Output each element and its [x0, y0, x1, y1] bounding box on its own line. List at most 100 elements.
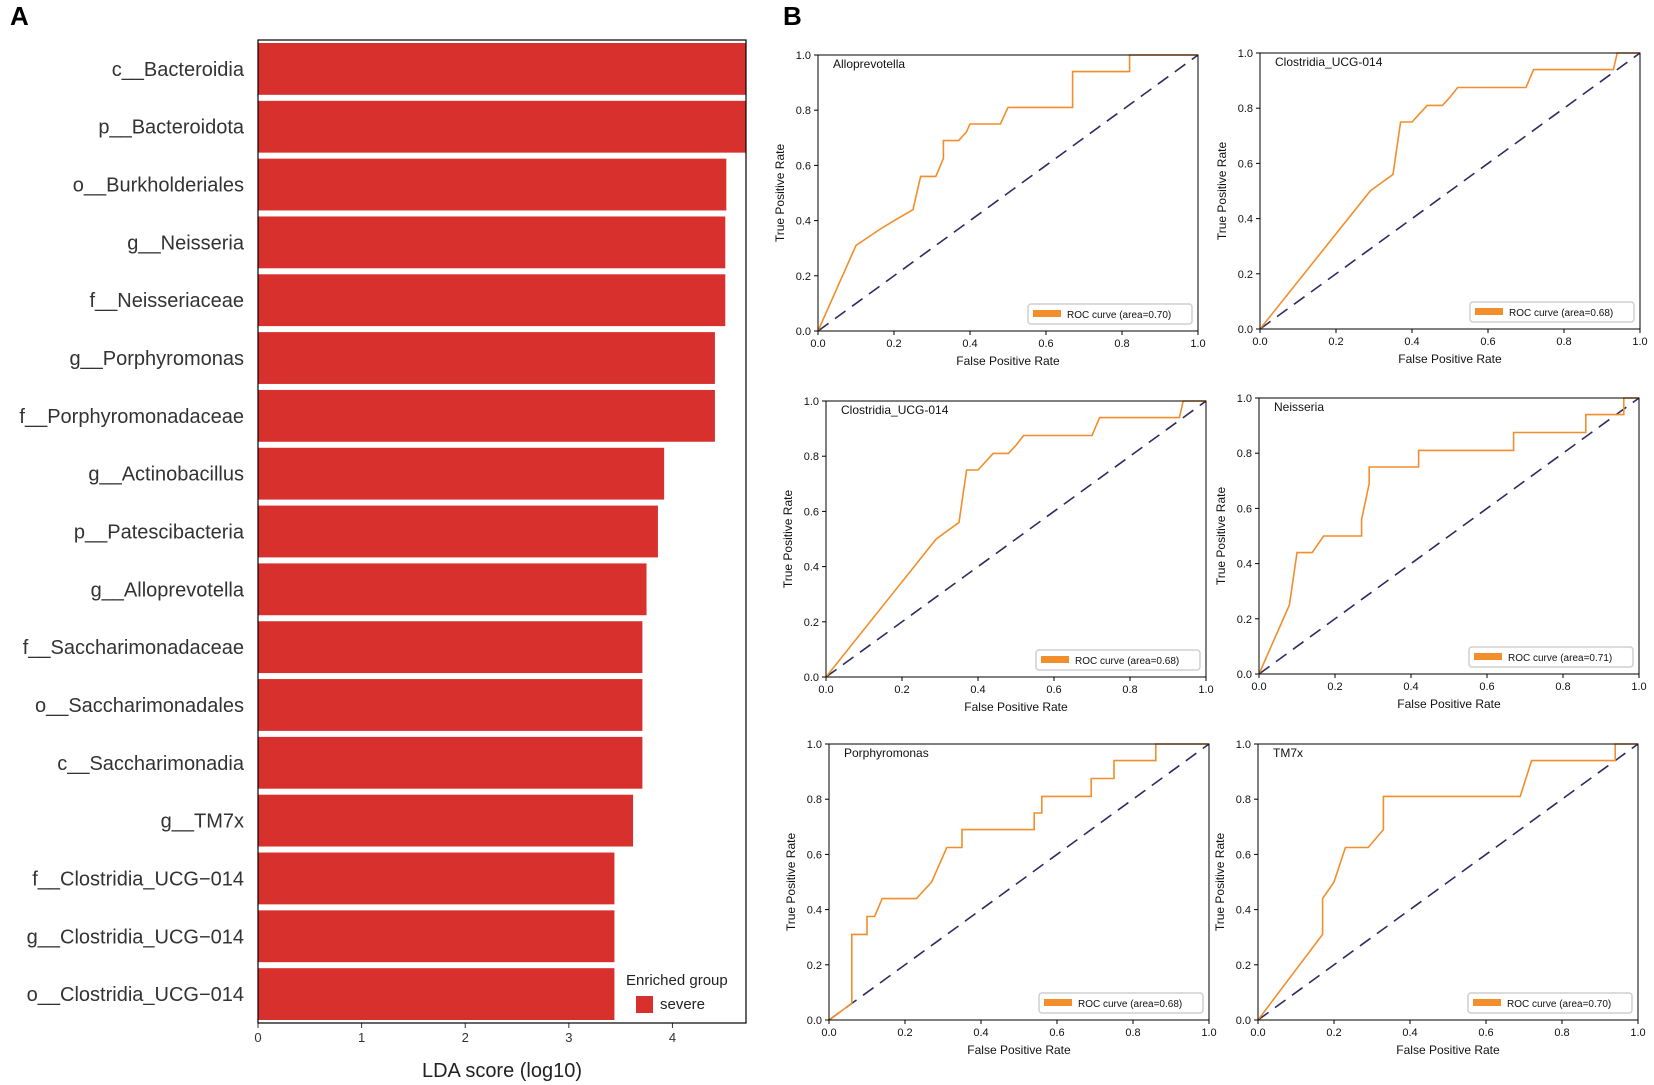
roc-y-tick-label: 0.6 — [1236, 849, 1251, 861]
roc-diagonal-line — [1257, 743, 1639, 1021]
roc-y-tick-label: 0.8 — [1238, 103, 1253, 115]
roc-legend-box — [1467, 992, 1633, 1014]
roc-legend-label: ROC curve (area=0.70) — [1067, 310, 1171, 321]
roc-plot-frame — [1258, 397, 1640, 675]
roc-y-tick-label: 1.0 — [1237, 393, 1252, 405]
roc-curve-line — [825, 400, 1206, 678]
roc-panels: 0.00.00.20.20.40.40.60.60.80.81.01.0Allo… — [773, 48, 1648, 1057]
roc-x-tick-label: 0.8 — [1556, 336, 1571, 348]
roc-y-tick-label: 0.0 — [807, 1015, 822, 1027]
roc-y-axis-label: True Positive Rate — [1214, 487, 1228, 586]
roc-x-tick-label: 0.0 — [821, 1027, 836, 1039]
roc-legend-swatch — [1475, 308, 1503, 315]
roc-x-tick-label: 0.4 — [1403, 681, 1418, 693]
lda-bar-g-porphyromonas — [258, 332, 715, 384]
lda-bar-g-neisseria — [258, 216, 726, 269]
lda-x-tick-label: 4 — [669, 1030, 676, 1045]
roc-x-tick-label: 0.2 — [897, 1027, 912, 1039]
roc-y-tick-label: 0.6 — [807, 849, 822, 861]
roc-x-tick-label: 0.2 — [894, 684, 909, 696]
roc-legend-box — [1469, 301, 1635, 323]
roc-y-tick-label: 1.0 — [807, 739, 822, 751]
lda-bar-f-neisseriaceae — [258, 274, 726, 327]
roc-y-tick-label: 0.0 — [1238, 324, 1253, 336]
roc-plot-frame — [1259, 52, 1641, 330]
roc-curve-line — [817, 54, 1198, 332]
lda-legend: Enriched group severe — [626, 972, 728, 1013]
roc-y-tick-label: 0.4 — [1236, 905, 1251, 917]
lda-bar-g-clostridia-ucg-014 — [258, 910, 615, 963]
roc-y-tick-label: 0.2 — [796, 271, 811, 283]
roc-x-tick-label: 1.0 — [1190, 338, 1205, 350]
roc-legend-swatch — [1041, 656, 1069, 663]
roc-plot-frame — [817, 54, 1199, 332]
roc-legend-label: ROC curve (area=0.71) — [1508, 653, 1612, 664]
roc-plot-frame — [828, 743, 1210, 1021]
roc-x-tick-label: 0.2 — [1327, 681, 1342, 693]
roc-chart-2: 0.00.0 0.2 0.2 0.4 0.4 0.6 0.6 0.8 0.8 1.0 1.0 Clos… — [1215, 48, 1648, 366]
lda-category-label: o__Burkholderiales — [73, 175, 244, 197]
roc-x-tick-label: 1.0 — [1198, 684, 1213, 696]
roc-legend-box — [1038, 992, 1204, 1014]
lda-category-label: f__Clostridia_UCG−014 — [32, 868, 244, 890]
lda-legend-item-severe: severe — [660, 996, 705, 1013]
roc-curve-line — [828, 743, 1209, 1021]
lda-plot-frame — [257, 39, 747, 1024]
roc-x-tick-label: 0.8 — [1555, 681, 1570, 693]
panel-a-label: A — [10, 1, 29, 31]
roc-x-tick-label: 0.6 — [1049, 1027, 1064, 1039]
lda-bar-o-clostridia-ucg-014 — [258, 968, 615, 1020]
lda-category-label: c__Bacteroidia — [112, 59, 245, 81]
roc-plot-frame — [825, 400, 1207, 678]
lda-category-label: p__Patescibacteria — [74, 522, 245, 544]
roc-legend-swatch — [1474, 653, 1502, 660]
roc-x-tick-label: 0.0 — [1252, 336, 1267, 348]
roc-x-tick-label: 0.0 — [1250, 1027, 1265, 1039]
lda-category-label: c__Saccharimonadia — [57, 753, 245, 775]
roc-legend-swatch — [1044, 999, 1072, 1006]
roc-x-tick-label: 0.0 — [818, 684, 833, 696]
roc-x-tick-label: 0.2 — [1328, 336, 1343, 348]
roc-y-tick-label: 0.0 — [1236, 1015, 1251, 1027]
lda-category-label: p__Bacteroidota — [98, 117, 245, 139]
roc-title: Clostridia_UCG-014 — [1275, 55, 1383, 69]
roc-plot-frame — [1257, 743, 1639, 1021]
roc-title: Clostridia_UCG-014 — [841, 403, 949, 417]
roc-y-tick-label: 0.8 — [796, 105, 811, 117]
roc-title: Alloprevotella — [833, 57, 905, 71]
roc-curve-line — [1257, 743, 1638, 1021]
roc-y-tick-label: 0.6 — [1238, 158, 1253, 170]
roc-x-axis-label: False Positive Rate — [1398, 352, 1502, 366]
roc-x-axis-label: False Positive Rate — [1397, 697, 1501, 711]
roc-x-tick-label: 0.6 — [1038, 338, 1053, 350]
lda-bar-g-alloprevotella — [258, 563, 647, 616]
lda-bar-p-patescibacteria — [258, 505, 658, 558]
lda-x-axis-ticks: 0 1 2 3 4 — [254, 1023, 676, 1045]
roc-y-tick-label: 0.4 — [1238, 214, 1253, 226]
roc-chart-1: 0.00.0 0.2 0.2 0.4 0.4 0.6 0.6 0.8 0.8 1.0 1.0 Allo… — [773, 50, 1206, 368]
roc-y-axis-label: True Positive Rate — [1213, 833, 1227, 932]
lda-bar-f-porphyromonadaceae — [258, 389, 715, 442]
roc-y-tick-label: 1.0 — [1236, 739, 1251, 751]
roc-x-tick-label: 1.0 — [1630, 1027, 1645, 1039]
roc-diagonal-line — [817, 54, 1199, 332]
roc-legend-label: ROC curve (area=0.68) — [1075, 656, 1179, 667]
roc-diagonal-line — [825, 400, 1207, 678]
lda-category-label: g__TM7x — [161, 811, 244, 833]
roc-y-tick-label: 0.2 — [1236, 960, 1251, 972]
lda-category-labels: c__Bacteroidia p__Bacteroidota o__Burkhold… — [19, 59, 244, 1006]
roc-x-tick-label: 0.0 — [1251, 681, 1266, 693]
roc-curve-line — [1259, 52, 1640, 330]
roc-y-tick-label: 0.2 — [807, 960, 822, 972]
roc-y-tick-label: 1.0 — [804, 396, 819, 408]
roc-y-axis-label: True Positive Rate — [773, 144, 787, 243]
roc-y-tick-label: 0.8 — [1236, 794, 1251, 806]
roc-x-tick-label: 0.8 — [1122, 684, 1137, 696]
roc-x-tick-label: 1.0 — [1201, 1027, 1216, 1039]
roc-title: Neisseria — [1274, 400, 1324, 414]
lda-category-label: g__Clostridia_UCG−014 — [27, 926, 244, 948]
roc-y-tick-label: 0.0 — [1237, 669, 1252, 681]
lda-bar-g-tm7x — [258, 794, 634, 847]
roc-x-tick-label: 0.8 — [1125, 1027, 1140, 1039]
